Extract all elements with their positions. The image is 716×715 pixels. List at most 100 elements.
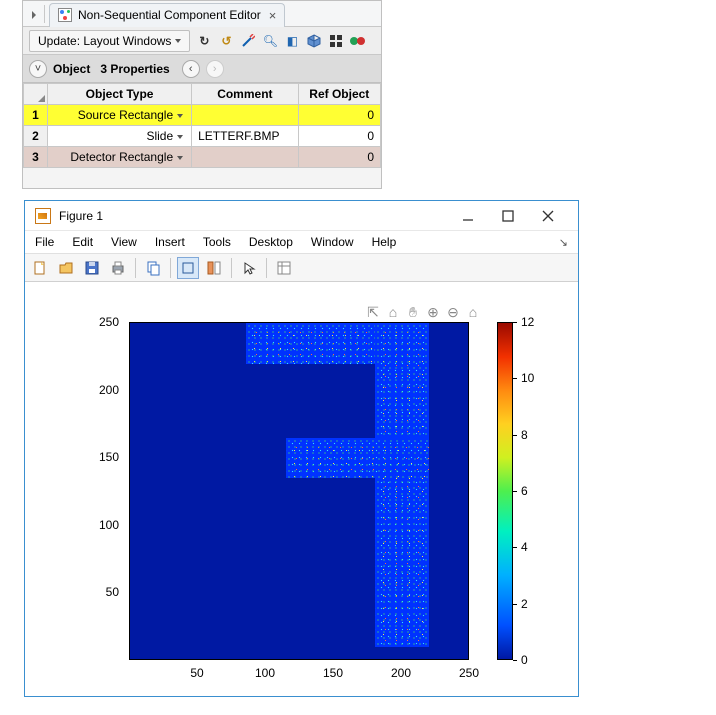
separator	[135, 258, 136, 278]
minimize-button[interactable]	[448, 203, 488, 229]
x-tick-label: 250	[459, 666, 479, 680]
close-button[interactable]	[528, 203, 568, 229]
chevron-down-icon[interactable]	[177, 135, 183, 139]
chevron-down-icon[interactable]	[177, 114, 183, 118]
comment-cell[interactable]: LETTERF.BMP	[192, 126, 298, 147]
menu-file[interactable]: File	[35, 235, 54, 249]
colorbar-tick-label: 4	[521, 540, 528, 554]
pin-icon[interactable]: ↘	[559, 236, 568, 249]
object-type-cell[interactable]: Detector Rectangle	[48, 147, 192, 168]
menu-view[interactable]: View	[111, 235, 137, 249]
object-label: Object	[53, 62, 90, 76]
ref-cell[interactable]: 0	[298, 105, 380, 126]
colorbar-tick-label: 8	[521, 428, 528, 442]
y-tick-label: 250	[99, 315, 119, 329]
collapse-button[interactable]: ˅	[29, 60, 47, 78]
pan-icon[interactable]: ✋︎	[405, 304, 421, 321]
x-tick-label: 50	[190, 666, 203, 680]
new-icon[interactable]	[29, 257, 51, 279]
prev-button[interactable]: ‹	[182, 60, 200, 78]
x-tick-label: 150	[323, 666, 343, 680]
matlab-figure-icon	[35, 208, 51, 224]
corner-cell[interactable]	[24, 84, 48, 105]
ref-cell[interactable]: 0	[298, 126, 380, 147]
chevron-down-icon[interactable]	[177, 156, 183, 160]
cube-icon[interactable]	[306, 34, 322, 48]
y-tick-label: 100	[99, 518, 119, 532]
table-row[interactable]: 2 Slide LETTERF.BMP 0	[24, 126, 381, 147]
wizard-icon[interactable]	[240, 34, 256, 48]
editor-tab[interactable]: Non-Sequential Component Editor ×	[49, 3, 285, 27]
update-dropdown[interactable]: Update: Layout Windows	[29, 30, 190, 52]
object-type-cell[interactable]: Slide	[48, 126, 192, 147]
menu-tools[interactable]: Tools	[203, 235, 231, 249]
pair-icon[interactable]	[350, 34, 366, 48]
editor-toolbar: Update: Layout Windows ↻ ↺ 🔍︎ ◧	[23, 27, 381, 55]
object-type-cell[interactable]: Source Rectangle	[48, 105, 192, 126]
refresh-alt-icon[interactable]: ↺	[218, 34, 234, 48]
header-row: Object Type Comment Ref Object	[24, 84, 381, 105]
book-icon[interactable]: ◧	[284, 34, 300, 48]
magnify-icon[interactable]: 🔍︎	[262, 34, 278, 48]
table-wrap: Object Type Comment Ref Object 1 Source …	[23, 83, 381, 188]
ref-cell[interactable]: 0	[298, 147, 380, 168]
export-icon[interactable]: ⇱	[365, 304, 381, 321]
menu-edit[interactable]: Edit	[72, 235, 93, 249]
chevron-down-icon	[175, 39, 181, 43]
cursor-icon[interactable]	[238, 257, 260, 279]
figure-titlebar[interactable]: Figure 1	[25, 201, 578, 231]
col-comment[interactable]: Comment	[192, 84, 298, 105]
axes-hover-toolbar: ⇱ ⌂ ✋︎ ⊕ ⊖ ⌂	[365, 304, 481, 321]
y-tick-label: 50	[106, 585, 119, 599]
print-icon[interactable]	[107, 257, 129, 279]
variable-icon[interactable]	[273, 257, 295, 279]
colorbar-tick-label: 10	[521, 371, 534, 385]
comment-cell[interactable]	[192, 105, 298, 126]
menu-insert[interactable]: Insert	[155, 235, 185, 249]
colorbar-tick-label: 2	[521, 597, 528, 611]
menu-window[interactable]: Window	[311, 235, 354, 249]
menu-desktop[interactable]: Desktop	[249, 235, 293, 249]
subbar: ˅ Object 3 Properties ‹ ›	[23, 55, 381, 83]
colorbar[interactable]	[497, 322, 513, 660]
refresh-icon[interactable]: ↻	[196, 34, 212, 48]
object-type-text: Source Rectangle	[78, 108, 173, 122]
next-button[interactable]: ›	[206, 60, 224, 78]
close-icon[interactable]: ×	[269, 9, 277, 22]
zoom-in-icon[interactable]: ⊕	[425, 304, 441, 321]
heatmap-axes[interactable]	[129, 322, 469, 660]
table-row[interactable]: 3 Detector Rectangle 0	[24, 147, 381, 168]
inspect-icon[interactable]	[177, 257, 199, 279]
col-object-type[interactable]: Object Type	[48, 84, 192, 105]
nse-table: Object Type Comment Ref Object 1 Source …	[23, 83, 381, 168]
menubar: File Edit View Insert Tools Desktop Wind…	[25, 231, 578, 254]
colorbar-tick-label: 6	[521, 484, 528, 498]
col-ref-object[interactable]: Ref Object	[298, 84, 380, 105]
maximize-button[interactable]	[488, 203, 528, 229]
figure-title: Figure 1	[59, 209, 103, 223]
figure-toolbar	[25, 254, 578, 282]
separator	[170, 258, 171, 278]
x-tick-label: 100	[255, 666, 275, 680]
zoom-out-icon[interactable]: ⊖	[445, 304, 461, 321]
grid-icon[interactable]	[328, 34, 344, 48]
menu-help[interactable]: Help	[372, 235, 397, 249]
comment-cell[interactable]	[192, 147, 298, 168]
separator	[231, 258, 232, 278]
home-icon[interactable]: ⌂	[465, 304, 481, 321]
brush-icon[interactable]: ⌂	[385, 304, 401, 321]
object-type-text: Detector Rectangle	[70, 150, 173, 164]
figure-window: Figure 1 File Edit View Insert Tools Des…	[24, 200, 579, 697]
editor-tab-icon	[58, 8, 72, 22]
datatip-icon[interactable]	[203, 257, 225, 279]
save-icon[interactable]	[81, 257, 103, 279]
y-tick-label: 150	[99, 450, 119, 464]
colorbar-tick-label: 0	[521, 653, 528, 667]
row-number: 3	[24, 147, 48, 168]
table-row[interactable]: 1 Source Rectangle 0	[24, 105, 381, 126]
colorbar-tick-label: 12	[521, 315, 534, 329]
open-icon[interactable]	[55, 257, 77, 279]
tab-row: Non-Sequential Component Editor ×	[23, 1, 381, 27]
tab-selector[interactable]	[27, 5, 45, 23]
copy-icon[interactable]	[142, 257, 164, 279]
